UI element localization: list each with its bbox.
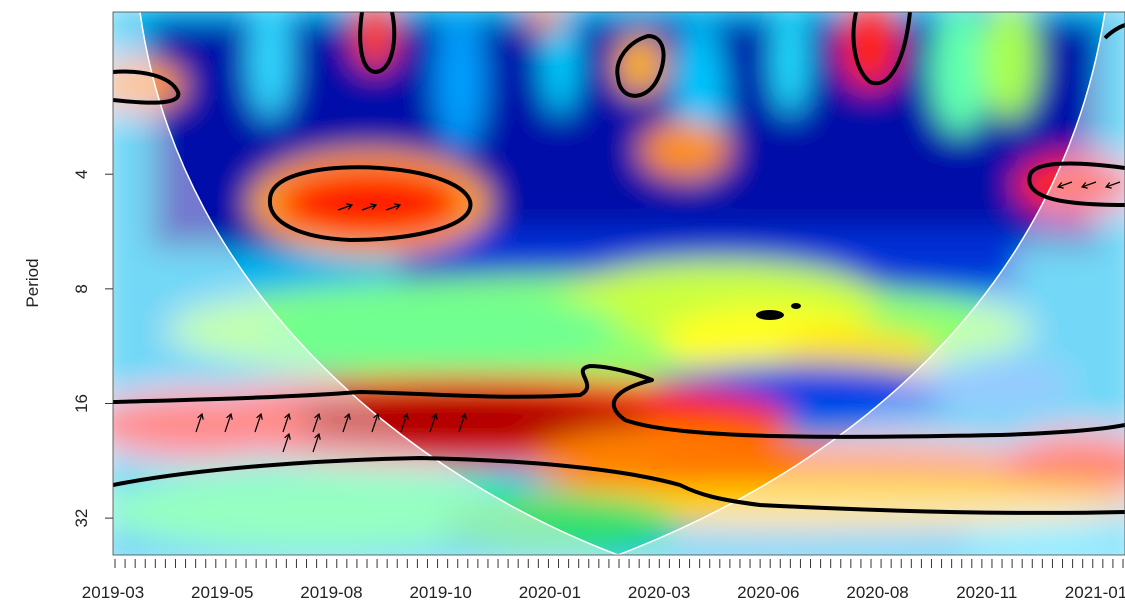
y-axis: 4 8 16 32 — [72, 169, 113, 528]
phase-arrow — [195, 412, 204, 433]
phase-arrow — [385, 203, 402, 211]
y-tick-label: 16 — [72, 394, 91, 413]
x-tick-label: 2020-03 — [628, 583, 690, 602]
contour-top-left — [113, 69, 181, 105]
phase-arrow — [1056, 181, 1073, 189]
contour-right — [1027, 161, 1125, 207]
phase-arrows — [195, 181, 1121, 453]
phase-arrow — [342, 412, 351, 433]
phase-arrow — [361, 203, 378, 211]
x-axis: 2019-03 2019-05 2019-08 2019-10 2020-01 2020-… — [82, 559, 1125, 602]
plot-frame — [112, 11, 1125, 556]
phase-arrow — [371, 412, 380, 433]
phase-arrow — [224, 412, 233, 433]
x-tick-label: 2020-06 — [737, 583, 799, 602]
phase-arrow — [400, 412, 409, 433]
phase-arrow — [282, 432, 291, 453]
x-tick-label: 2021-01 — [1065, 583, 1125, 602]
y-tick-label: 4 — [72, 169, 91, 178]
significance-contours — [113, 12, 1125, 515]
contour-top-2 — [615, 34, 666, 98]
phase-arrow — [312, 412, 321, 433]
phase-arrow — [282, 412, 291, 433]
phase-arrow — [337, 203, 354, 211]
x-tick-label: 2019-03 — [82, 583, 144, 602]
x-tick-label: 2020-01 — [519, 583, 581, 602]
x-tick-label: 2019-05 — [191, 583, 253, 602]
contour-band-upper — [113, 364, 1125, 439]
x-tick-label: 2020-11 — [956, 583, 1017, 602]
y-tick-label: 32 — [72, 509, 91, 528]
x-tick-label: 2019-08 — [300, 583, 362, 602]
contour-band-lower — [113, 456, 1125, 515]
phase-arrow — [312, 432, 321, 453]
y-axis-title: Period — [23, 258, 42, 307]
phase-arrow — [429, 412, 438, 433]
significance-spots — [756, 303, 801, 320]
contour-top-3 — [851, 12, 912, 86]
cone-of-influence-border — [139, 12, 1106, 555]
contour-top-1 — [358, 12, 397, 74]
phase-arrow — [458, 412, 467, 433]
x-tick-label: 2020-08 — [846, 583, 908, 602]
phase-arrow — [1080, 181, 1097, 189]
y-tick-label: 8 — [72, 284, 91, 293]
phase-arrow — [1104, 181, 1121, 189]
phase-arrow — [254, 412, 263, 433]
x-tick-label: 2019-10 — [409, 583, 471, 602]
contour-blob-period6 — [267, 165, 473, 242]
